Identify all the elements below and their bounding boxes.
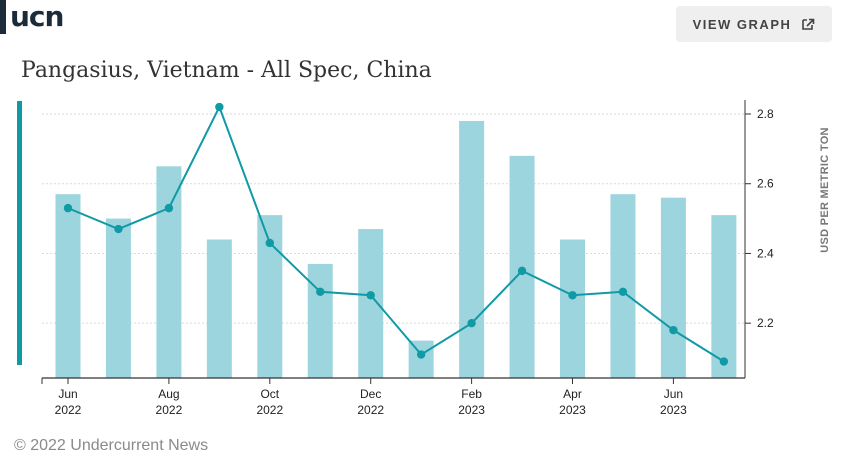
y-tick-label: 2.8 xyxy=(757,107,774,121)
line-point xyxy=(416,350,426,359)
line-point xyxy=(316,287,325,296)
line-point xyxy=(215,102,224,112)
y-axis-title: USD PER METRIC TON xyxy=(819,127,831,253)
bar xyxy=(711,215,737,378)
line-point xyxy=(467,318,476,328)
x-tick-label-year: 2023 xyxy=(458,403,485,417)
x-tick-label-month: Aug xyxy=(158,387,179,401)
bar xyxy=(206,239,232,378)
chart-title: Pangasius, Vietnam - All Spec, China xyxy=(21,58,432,83)
bar xyxy=(560,239,585,378)
ucn-logo: ucn xyxy=(0,0,64,34)
logo-text: ucn xyxy=(10,0,64,33)
view-graph-label: VIEW GRAPH xyxy=(692,16,792,32)
x-tick-label-year: 2023 xyxy=(559,403,586,417)
line-point xyxy=(618,287,628,296)
bar xyxy=(408,340,434,378)
line-point xyxy=(63,203,73,213)
logo-mark xyxy=(0,0,6,34)
bar xyxy=(459,120,485,378)
series-line xyxy=(67,104,725,363)
bar xyxy=(358,229,384,378)
y-tick-label: 2.4 xyxy=(757,246,774,260)
line-point xyxy=(164,203,174,213)
line-point xyxy=(669,325,678,335)
bar xyxy=(156,166,182,378)
y-tick-label: 2.2 xyxy=(757,316,774,330)
x-tick-label-year: 2023 xyxy=(660,403,687,417)
x-tick-label-month: Apr xyxy=(563,387,582,401)
bar xyxy=(307,263,333,378)
bar xyxy=(55,194,81,378)
line-point xyxy=(265,238,274,248)
line-point xyxy=(114,224,123,234)
x-tick-label-month: Jun xyxy=(58,387,77,401)
line-point xyxy=(517,266,527,276)
price-chart: 2.2 2.4 2.6 2.8 USD PER METRIC TON Jun 2022 Aug… xyxy=(41,100,831,417)
line-point xyxy=(719,357,729,366)
line-point xyxy=(568,291,577,300)
view-graph-button[interactable]: VIEW GRAPH xyxy=(676,6,832,42)
x-tick-label-year: 2022 xyxy=(256,403,283,417)
x-tick-label-month: Feb xyxy=(461,387,482,401)
x-tick-label-year: 2022 xyxy=(357,403,384,417)
y-tick-label: 2.6 xyxy=(757,177,774,191)
x-tick-label-month: Jun xyxy=(664,387,683,401)
bar xyxy=(105,218,131,378)
title-accent-bar xyxy=(17,101,22,365)
line-point xyxy=(366,291,375,300)
bar xyxy=(610,194,636,378)
x-tick-label-year: 2022 xyxy=(55,403,82,417)
x-tick-label-month: Oct xyxy=(260,387,279,401)
x-tick-label-month: Dec xyxy=(360,387,381,401)
x-tick-label-year: 2022 xyxy=(156,403,183,417)
external-link-icon xyxy=(801,17,815,31)
copyright-text: © 2022 Undercurrent News xyxy=(14,437,209,454)
bar xyxy=(660,197,686,378)
